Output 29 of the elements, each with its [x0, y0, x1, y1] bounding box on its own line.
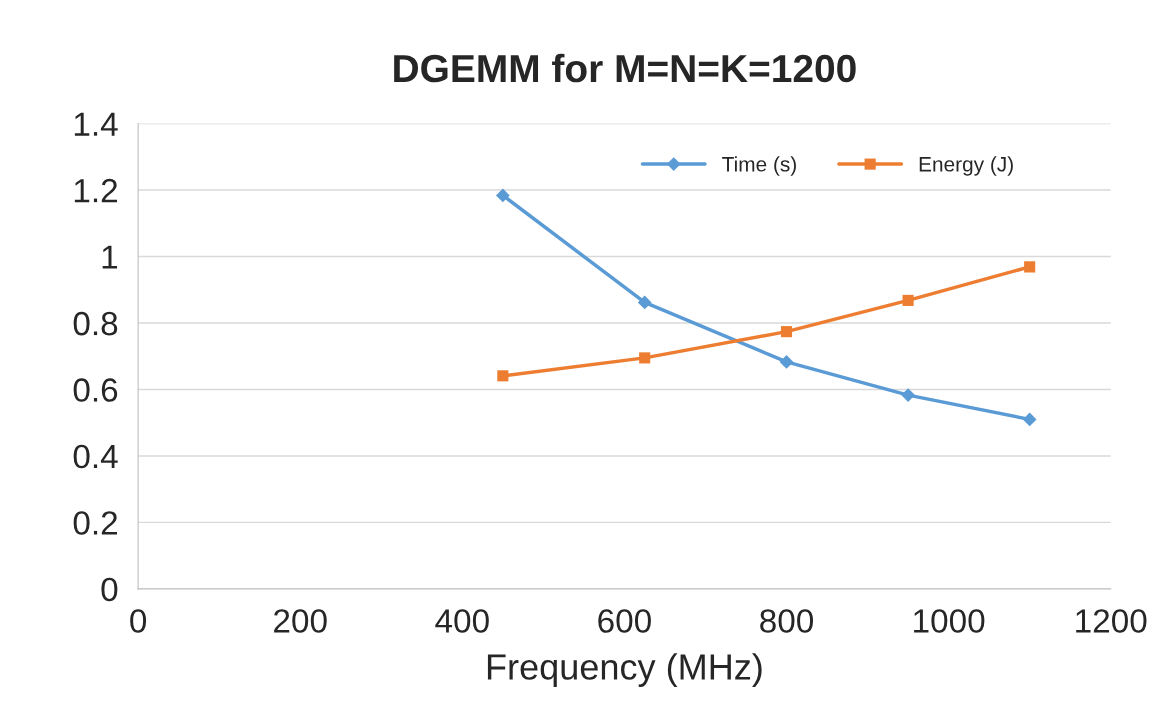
- y-tick-label: 0: [101, 577, 118, 602]
- y-tick-label: 1: [102, 245, 118, 269]
- x-tick-label: 200: [274, 609, 327, 633]
- point: [639, 352, 651, 364]
- y-tick-label: 0.4: [73, 444, 118, 469]
- point: [497, 370, 509, 382]
- point: [637, 295, 652, 310]
- y-tick-label: 1.4: [74, 112, 118, 136]
- point: [779, 355, 794, 369]
- x-tick-label: 600: [598, 609, 651, 633]
- x-axis-title: Frequency (MHz): [487, 653, 762, 687]
- y-tick-label: 1.2: [74, 178, 118, 203]
- point: [495, 188, 510, 203]
- point: [1022, 412, 1037, 427]
- point: [902, 294, 914, 306]
- chart-title: DGEMM for M=N=K=1200: [394, 53, 856, 83]
- legend-label: Time (s): [722, 156, 796, 176]
- y-tick-label: 0.6: [73, 378, 118, 402]
- x-tick-label: 800: [760, 609, 814, 633]
- x-tick-label: 1200: [1076, 609, 1147, 633]
- x-tick-label: 1000: [914, 609, 985, 633]
- legend-label: Energy (J): [919, 156, 1013, 176]
- point: [901, 388, 915, 402]
- x-tick-label: 400: [435, 609, 489, 633]
- y-tick-label: 0.2: [73, 511, 118, 535]
- x-tick-label: 0: [130, 609, 147, 633]
- y-tick-label: 0.8: [73, 311, 118, 336]
- point: [1024, 261, 1036, 273]
- point: [780, 326, 793, 338]
